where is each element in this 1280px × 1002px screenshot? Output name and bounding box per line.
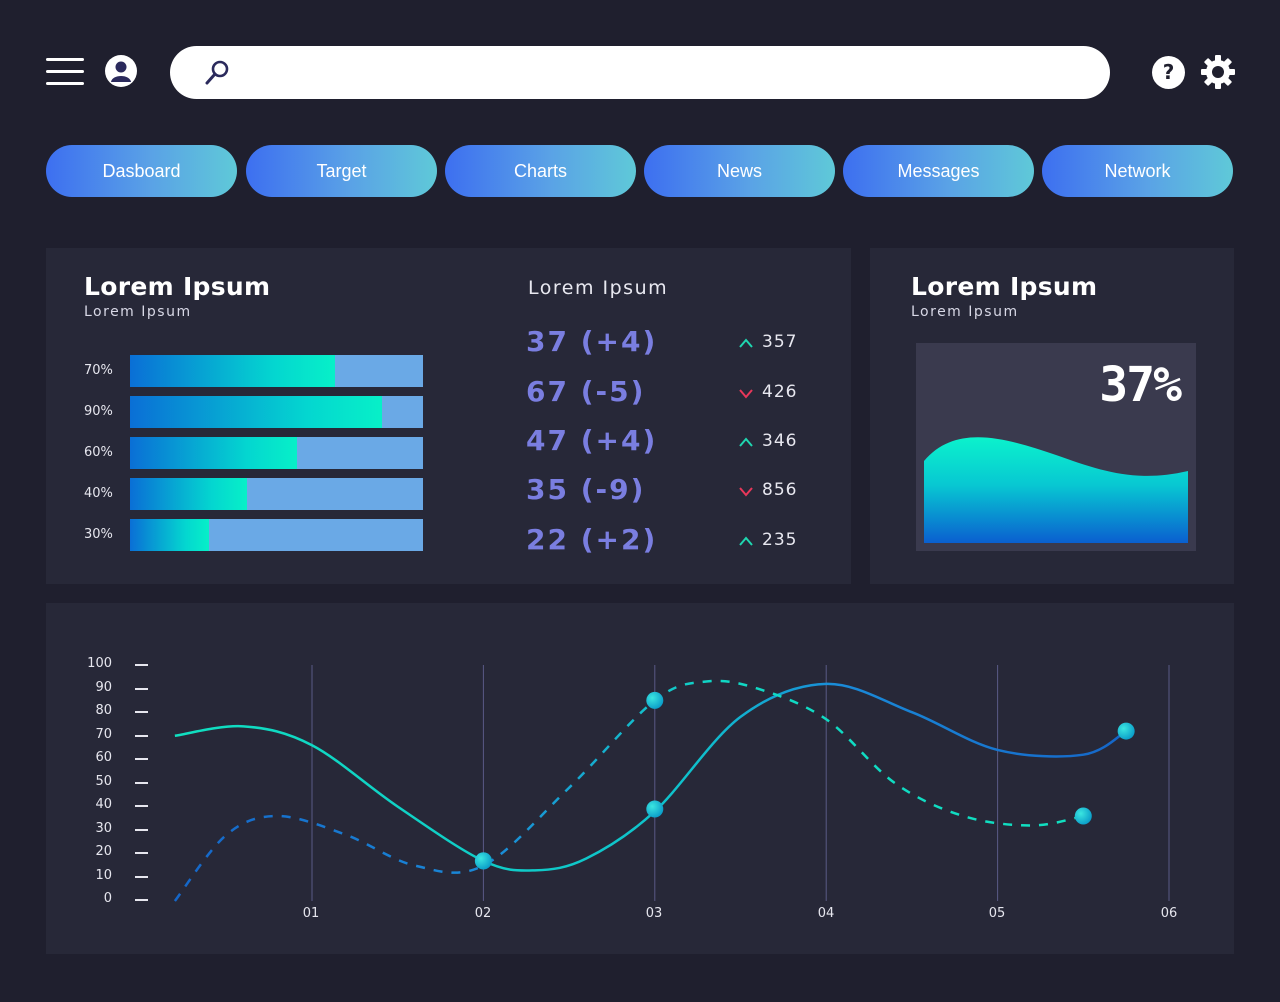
y-tick-label: 60 [95,750,112,765]
data-point-marker[interactable] [474,852,492,870]
gauge-card-subtitle: Lorem Ipsum [911,304,1019,320]
user-avatar-icon[interactable] [105,55,137,87]
trend-arrow-icon [739,536,753,546]
line-chart-card: 100 90 80 70 60 50 40 30 20 10 0 01 02 0… [46,603,1234,954]
stat-value: 35 (-9) [526,473,646,506]
y-tick-mark [135,664,148,666]
y-tick-mark [135,805,148,807]
stat-count: 235 [762,530,798,550]
y-tick-label: 10 [95,868,112,883]
y-tick-mark [135,876,148,878]
bar-label: 70% [84,363,113,378]
line-chart [173,665,1170,902]
y-tick-label: 100 [87,656,112,671]
progress-bar-fill [130,519,210,551]
gauge-card: Lorem Ipsum Lorem Ipsum 37% [870,248,1234,584]
x-tick-label: 01 [302,906,320,921]
stat-count: 346 [762,431,798,451]
trend-arrow-icon [739,389,753,399]
tab-target[interactable]: Target [246,145,437,197]
stat-value: 67 (-5) [526,375,646,408]
y-tick-mark [135,852,148,854]
data-point-marker[interactable] [1117,722,1135,740]
y-tick-label: 40 [95,797,112,812]
data-point-marker[interactable] [646,691,664,709]
nav-tabs: Dasboard Target Charts News Messages Net… [46,145,1236,197]
progress-bar [130,478,423,510]
bar-label: 60% [84,445,113,460]
y-tick-mark [135,711,148,713]
trend-arrow-icon [739,338,753,348]
x-tick-label: 06 [1160,906,1178,921]
x-tick-label: 02 [474,906,492,921]
tab-dashboard[interactable]: Dasboard [46,145,237,197]
bars-card: Lorem Ipsum Lorem Ipsum 70% 90% 60% 40% … [46,248,851,584]
tab-messages[interactable]: Messages [843,145,1034,197]
progress-bar [130,519,423,551]
tab-network[interactable]: Network [1042,145,1233,197]
y-tick-label: 20 [95,844,112,859]
bar-label: 90% [84,404,113,419]
bar-label: 40% [84,486,113,501]
y-tick-label: 0 [103,891,112,906]
gear-icon[interactable] [1199,53,1237,91]
search-bar[interactable] [170,46,1110,99]
y-tick-mark [135,758,148,760]
x-tick-label: 04 [817,906,835,921]
data-point-marker[interactable] [646,800,664,818]
progress-bar-fill [130,355,336,387]
x-tick-label: 03 [645,906,663,921]
stat-count: 357 [762,332,798,352]
gauge-card-title: Lorem Ipsum [911,272,1098,301]
search-icon[interactable] [202,58,232,88]
tab-charts[interactable]: Charts [445,145,636,197]
bars-card-title: Lorem Ipsum [84,272,271,301]
data-point-marker[interactable] [1074,807,1092,825]
stat-count: 426 [762,382,798,402]
stats-heading: Lorem Ipsum [528,277,669,299]
tab-news[interactable]: News [644,145,835,197]
y-tick-label: 80 [95,703,112,718]
y-tick-mark [135,688,148,690]
gauge-panel: 37% [916,343,1196,551]
y-tick-label: 30 [95,821,112,836]
y-tick-label: 70 [95,727,112,742]
y-tick-label: 90 [95,680,112,695]
top-bar: ? [0,0,1280,140]
progress-bar [130,396,423,428]
y-tick-label: 50 [95,774,112,789]
progress-bar [130,437,423,469]
trend-arrow-icon [739,437,753,447]
search-input[interactable] [242,54,1086,93]
stat-value: 37 (+4) [526,325,658,358]
progress-bar-fill [130,396,382,428]
stat-value: 22 (+2) [526,523,658,556]
hamburger-menu-icon[interactable] [46,58,84,86]
help-icon[interactable]: ? [1152,56,1185,89]
y-tick-mark [135,829,148,831]
series-line-dashed [173,679,1084,902]
series-line-solid [174,682,1127,872]
stat-count: 856 [762,480,798,500]
gauge-value: 37% [1099,357,1182,413]
bar-label: 30% [84,527,113,542]
y-tick-mark [135,735,148,737]
progress-bar-fill [130,478,248,510]
y-tick-mark [135,899,148,901]
progress-bar-fill [130,437,297,469]
stat-value: 47 (+4) [526,424,658,457]
bars-card-subtitle: Lorem Ipsum [84,304,192,320]
progress-bar [130,355,423,387]
y-tick-mark [135,782,148,784]
trend-arrow-icon [739,487,753,497]
wave-graphic [924,437,1188,543]
x-tick-label: 05 [988,906,1006,921]
